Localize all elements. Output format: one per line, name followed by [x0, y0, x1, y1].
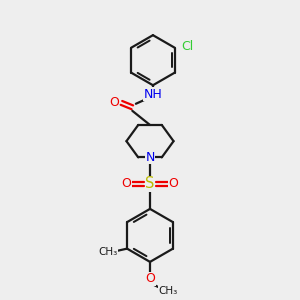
Text: O: O	[122, 177, 131, 190]
Text: S: S	[145, 176, 155, 191]
Text: O: O	[109, 96, 119, 110]
Text: CH₃: CH₃	[98, 247, 118, 256]
Text: N: N	[145, 151, 155, 164]
Text: O: O	[145, 272, 155, 285]
Text: NH: NH	[144, 88, 162, 100]
Text: O: O	[169, 177, 178, 190]
Text: Cl: Cl	[181, 40, 193, 53]
Text: CH₃: CH₃	[158, 286, 177, 296]
